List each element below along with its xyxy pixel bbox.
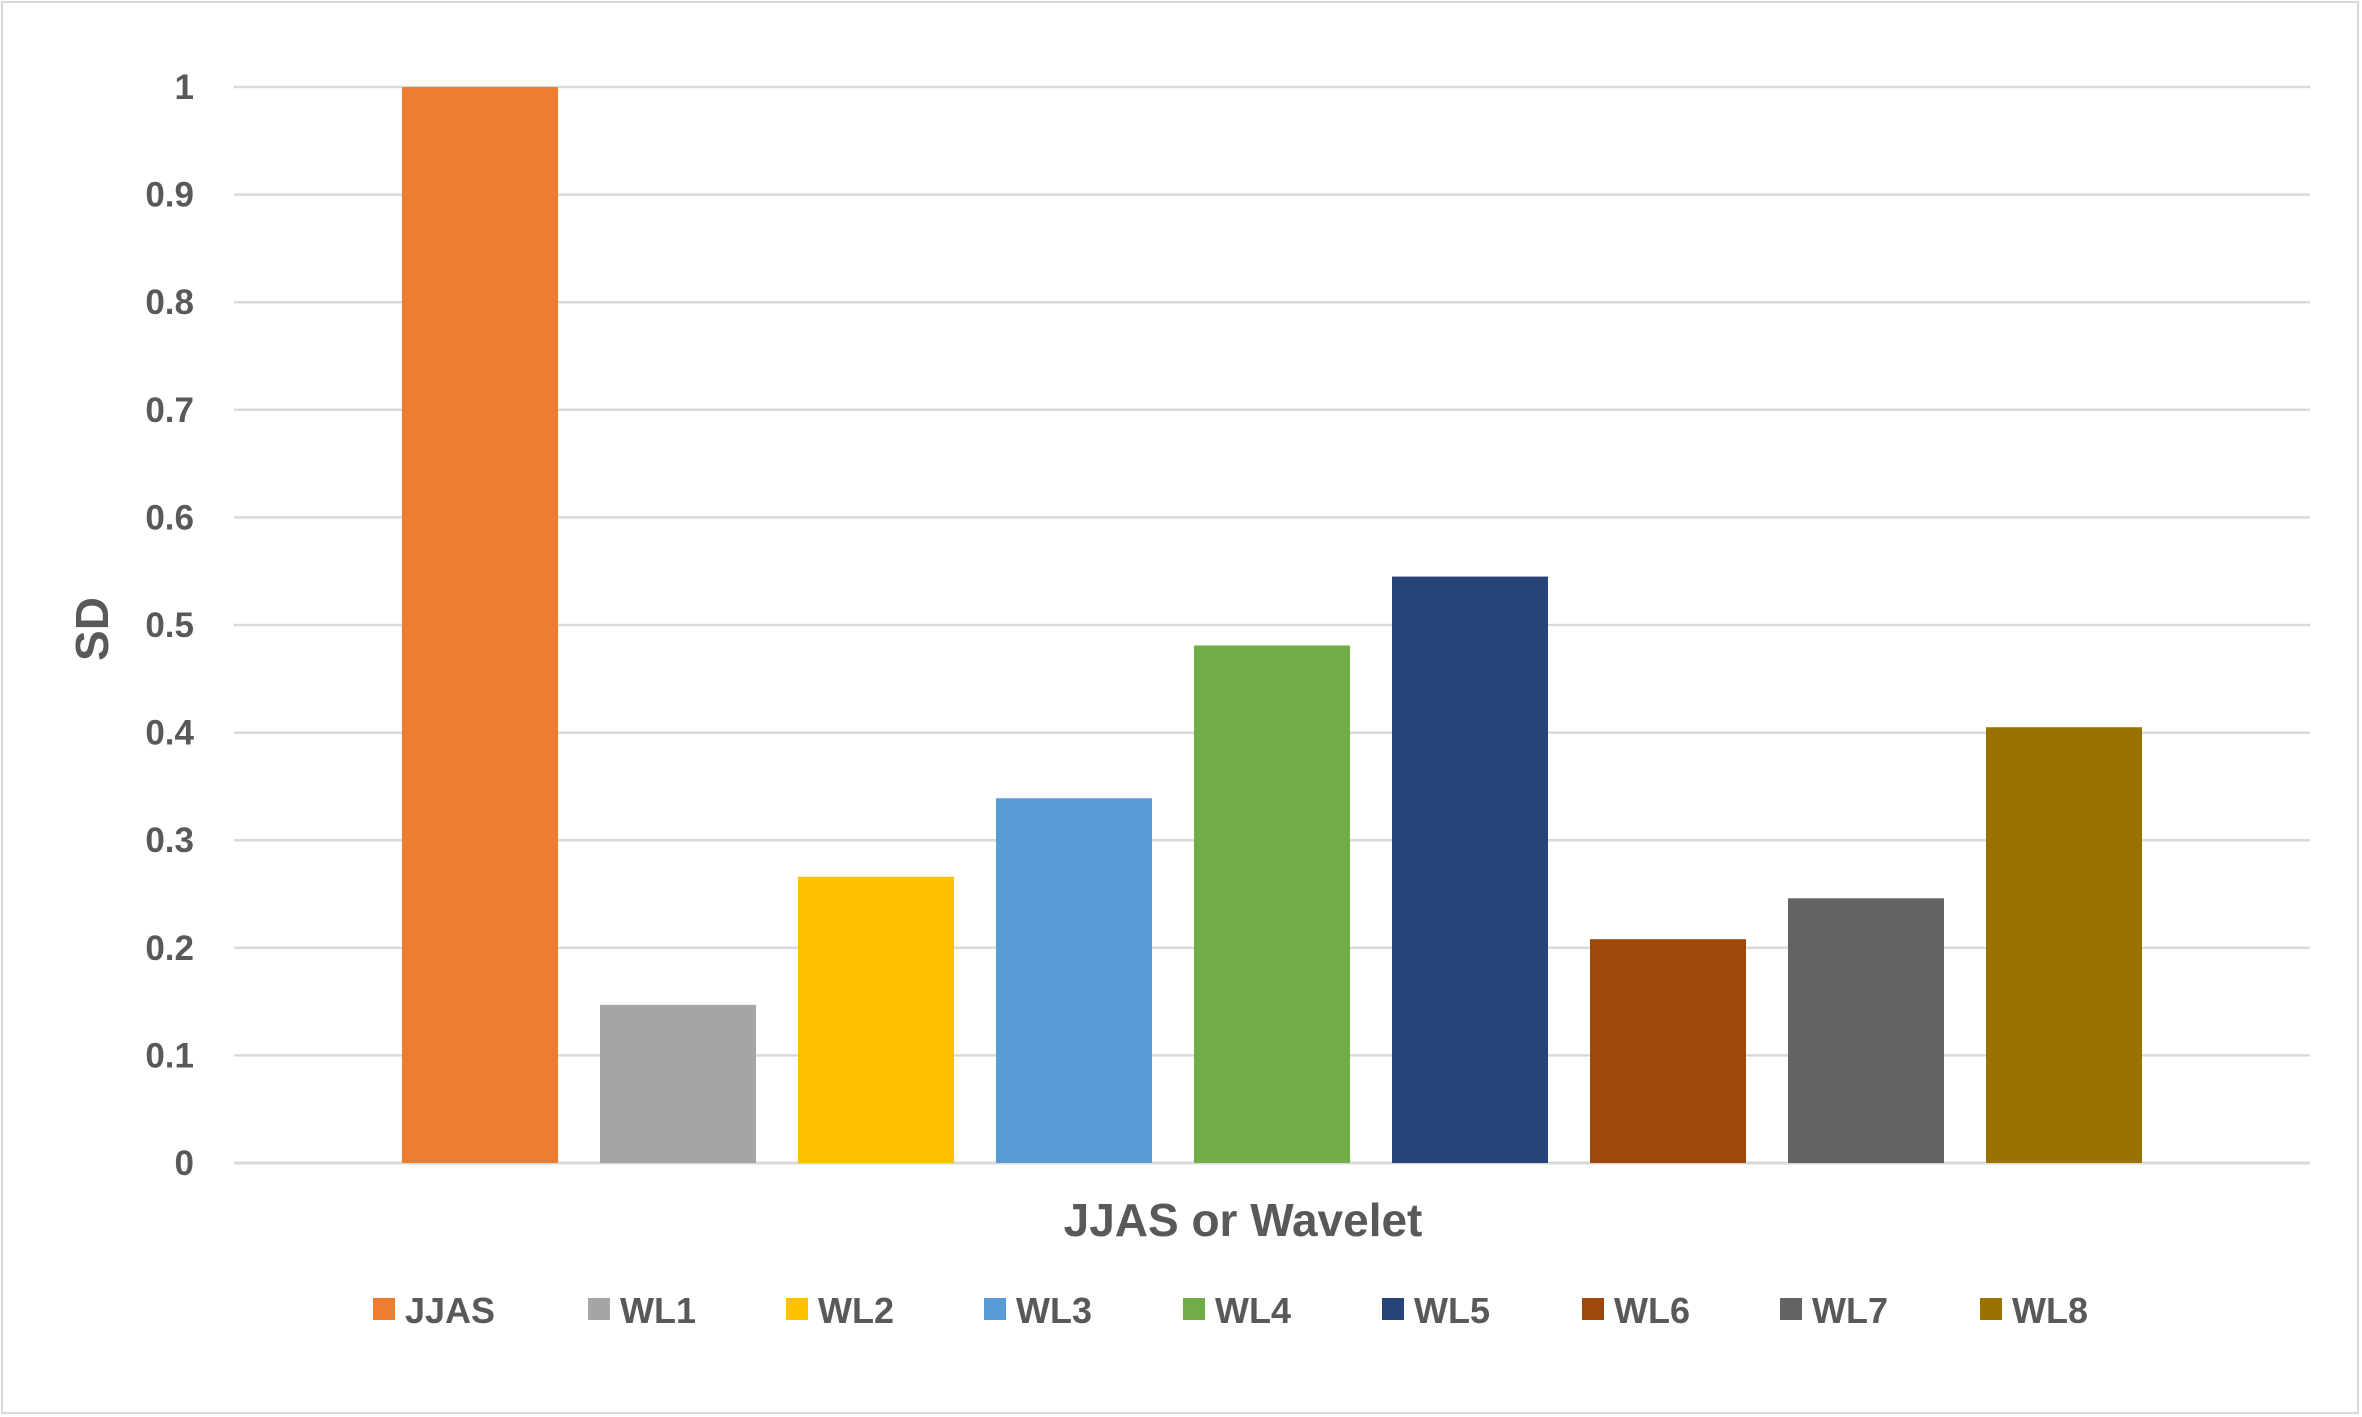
bar-jjas (402, 87, 558, 1163)
gridlines (234, 85, 2310, 1165)
bar-wl3 (996, 798, 1152, 1163)
y-tick-label: 1 (175, 68, 194, 107)
legend-label-wl1: WL1 (620, 1290, 696, 1331)
y-tick-label: 0.5 (145, 606, 194, 645)
y-tick-label: 0.6 (145, 498, 194, 537)
legend-label-wl8: WL8 (2012, 1290, 2088, 1331)
legend-swatch-wl1 (588, 1298, 610, 1320)
y-axis-title: SD (66, 597, 118, 661)
legend-swatch-wl8 (1980, 1298, 2002, 1320)
legend-label-wl4: WL4 (1215, 1290, 1291, 1331)
legend-swatch-wl4 (1183, 1298, 1205, 1320)
legend: JJAS WL1 WL2 WL3 WL4 WL5 WL6 WL7 WL8 (373, 1290, 2088, 1331)
y-tick-label: 0.4 (145, 714, 194, 753)
y-tick-label: 0.1 (145, 1036, 194, 1075)
legend-swatch-wl7 (1780, 1298, 1802, 1320)
legend-swatch-wl6 (1582, 1298, 1604, 1320)
legend-swatch-wl3 (984, 1298, 1006, 1320)
legend-swatch-wl5 (1382, 1298, 1404, 1320)
bar-wl6 (1590, 939, 1746, 1163)
bar-wl1 (600, 1004, 756, 1163)
y-tick-label: 0.9 (145, 176, 194, 215)
y-tick-label: 0.7 (145, 391, 194, 430)
legend-label-wl7: WL7 (1812, 1290, 1888, 1331)
legend-swatch-jjas (373, 1298, 395, 1320)
x-axis-title: JJAS or Wavelet (1064, 1194, 1423, 1246)
y-tick-label: 0.3 (145, 821, 194, 860)
y-tick-label: 0.2 (145, 929, 194, 968)
legend-label-wl3: WL3 (1016, 1290, 1092, 1331)
bar-wl7 (1788, 898, 1944, 1163)
legend-swatch-wl2 (786, 1298, 808, 1320)
legend-label-wl5: WL5 (1414, 1290, 1490, 1331)
legend-label-jjas: JJAS (405, 1290, 495, 1331)
bar-wl8 (1986, 727, 2142, 1163)
y-axis-tick-labels: 0 0.1 0.2 0.3 0.4 0.5 0.6 0.7 0.8 0.9 1 (145, 68, 194, 1183)
legend-label-wl6: WL6 (1614, 1290, 1690, 1331)
bars (402, 87, 2142, 1163)
bar-wl4 (1194, 645, 1350, 1163)
bar-wl2 (798, 876, 954, 1163)
bar-wl5 (1392, 576, 1548, 1163)
legend-label-wl2: WL2 (818, 1290, 894, 1331)
y-tick-label: 0 (175, 1144, 194, 1183)
y-tick-label: 0.8 (145, 283, 194, 322)
